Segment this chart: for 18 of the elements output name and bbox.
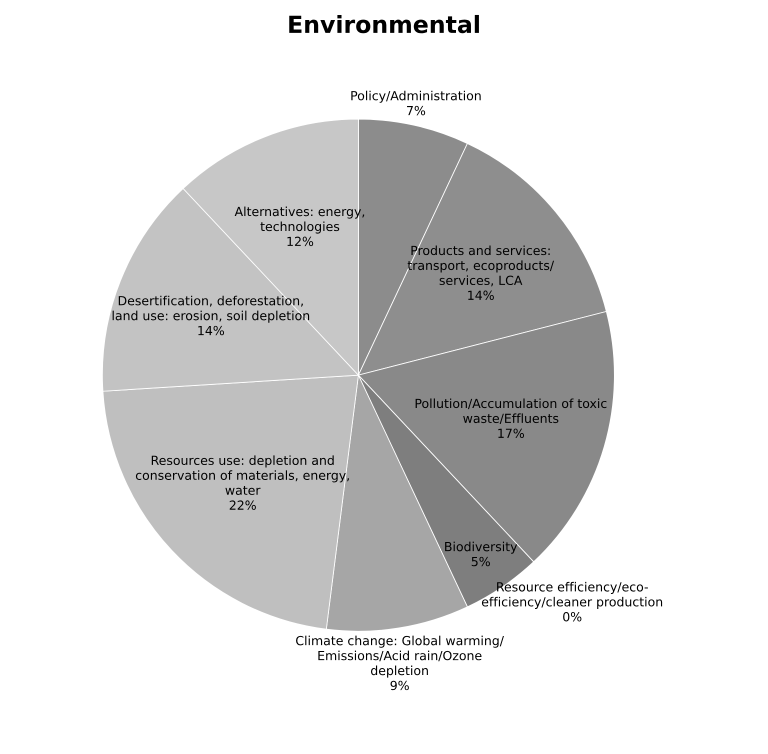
data-label: 9%	[390, 680, 409, 690]
chart-title: Environmental	[289, 14, 479, 34]
slice-label: Alternatives: energy, technologies	[234, 206, 364, 234]
data-label: 14%	[198, 326, 224, 336]
slice-label: Climate change: Global warming/ Emissions/Acid rain/Ozone depletion	[296, 636, 504, 678]
category-label: Resource efficiency/eco- efficiency/cleaner production	[482, 582, 662, 609]
slice-label: Biodiversity	[445, 542, 518, 554]
slice-label: Desertification, deforestation, land use: erosion, soil depletion	[112, 296, 310, 323]
slice-label: Policy/Administration	[351, 90, 481, 103]
data-label: 14%	[468, 290, 494, 300]
data-label: 5%	[472, 556, 490, 566]
data-label: 7%	[407, 106, 426, 116]
data-label: 17%	[498, 428, 524, 438]
text: 0%	[563, 612, 582, 622]
data-label: 12%	[287, 236, 314, 246]
data-label: 22%	[230, 500, 256, 510]
slice-label: Pollution/Accumulation of toxic waste/Effluents	[416, 398, 606, 424]
slice-label: Resources use: depletion and conservation of materials, energy, water	[136, 455, 349, 495]
